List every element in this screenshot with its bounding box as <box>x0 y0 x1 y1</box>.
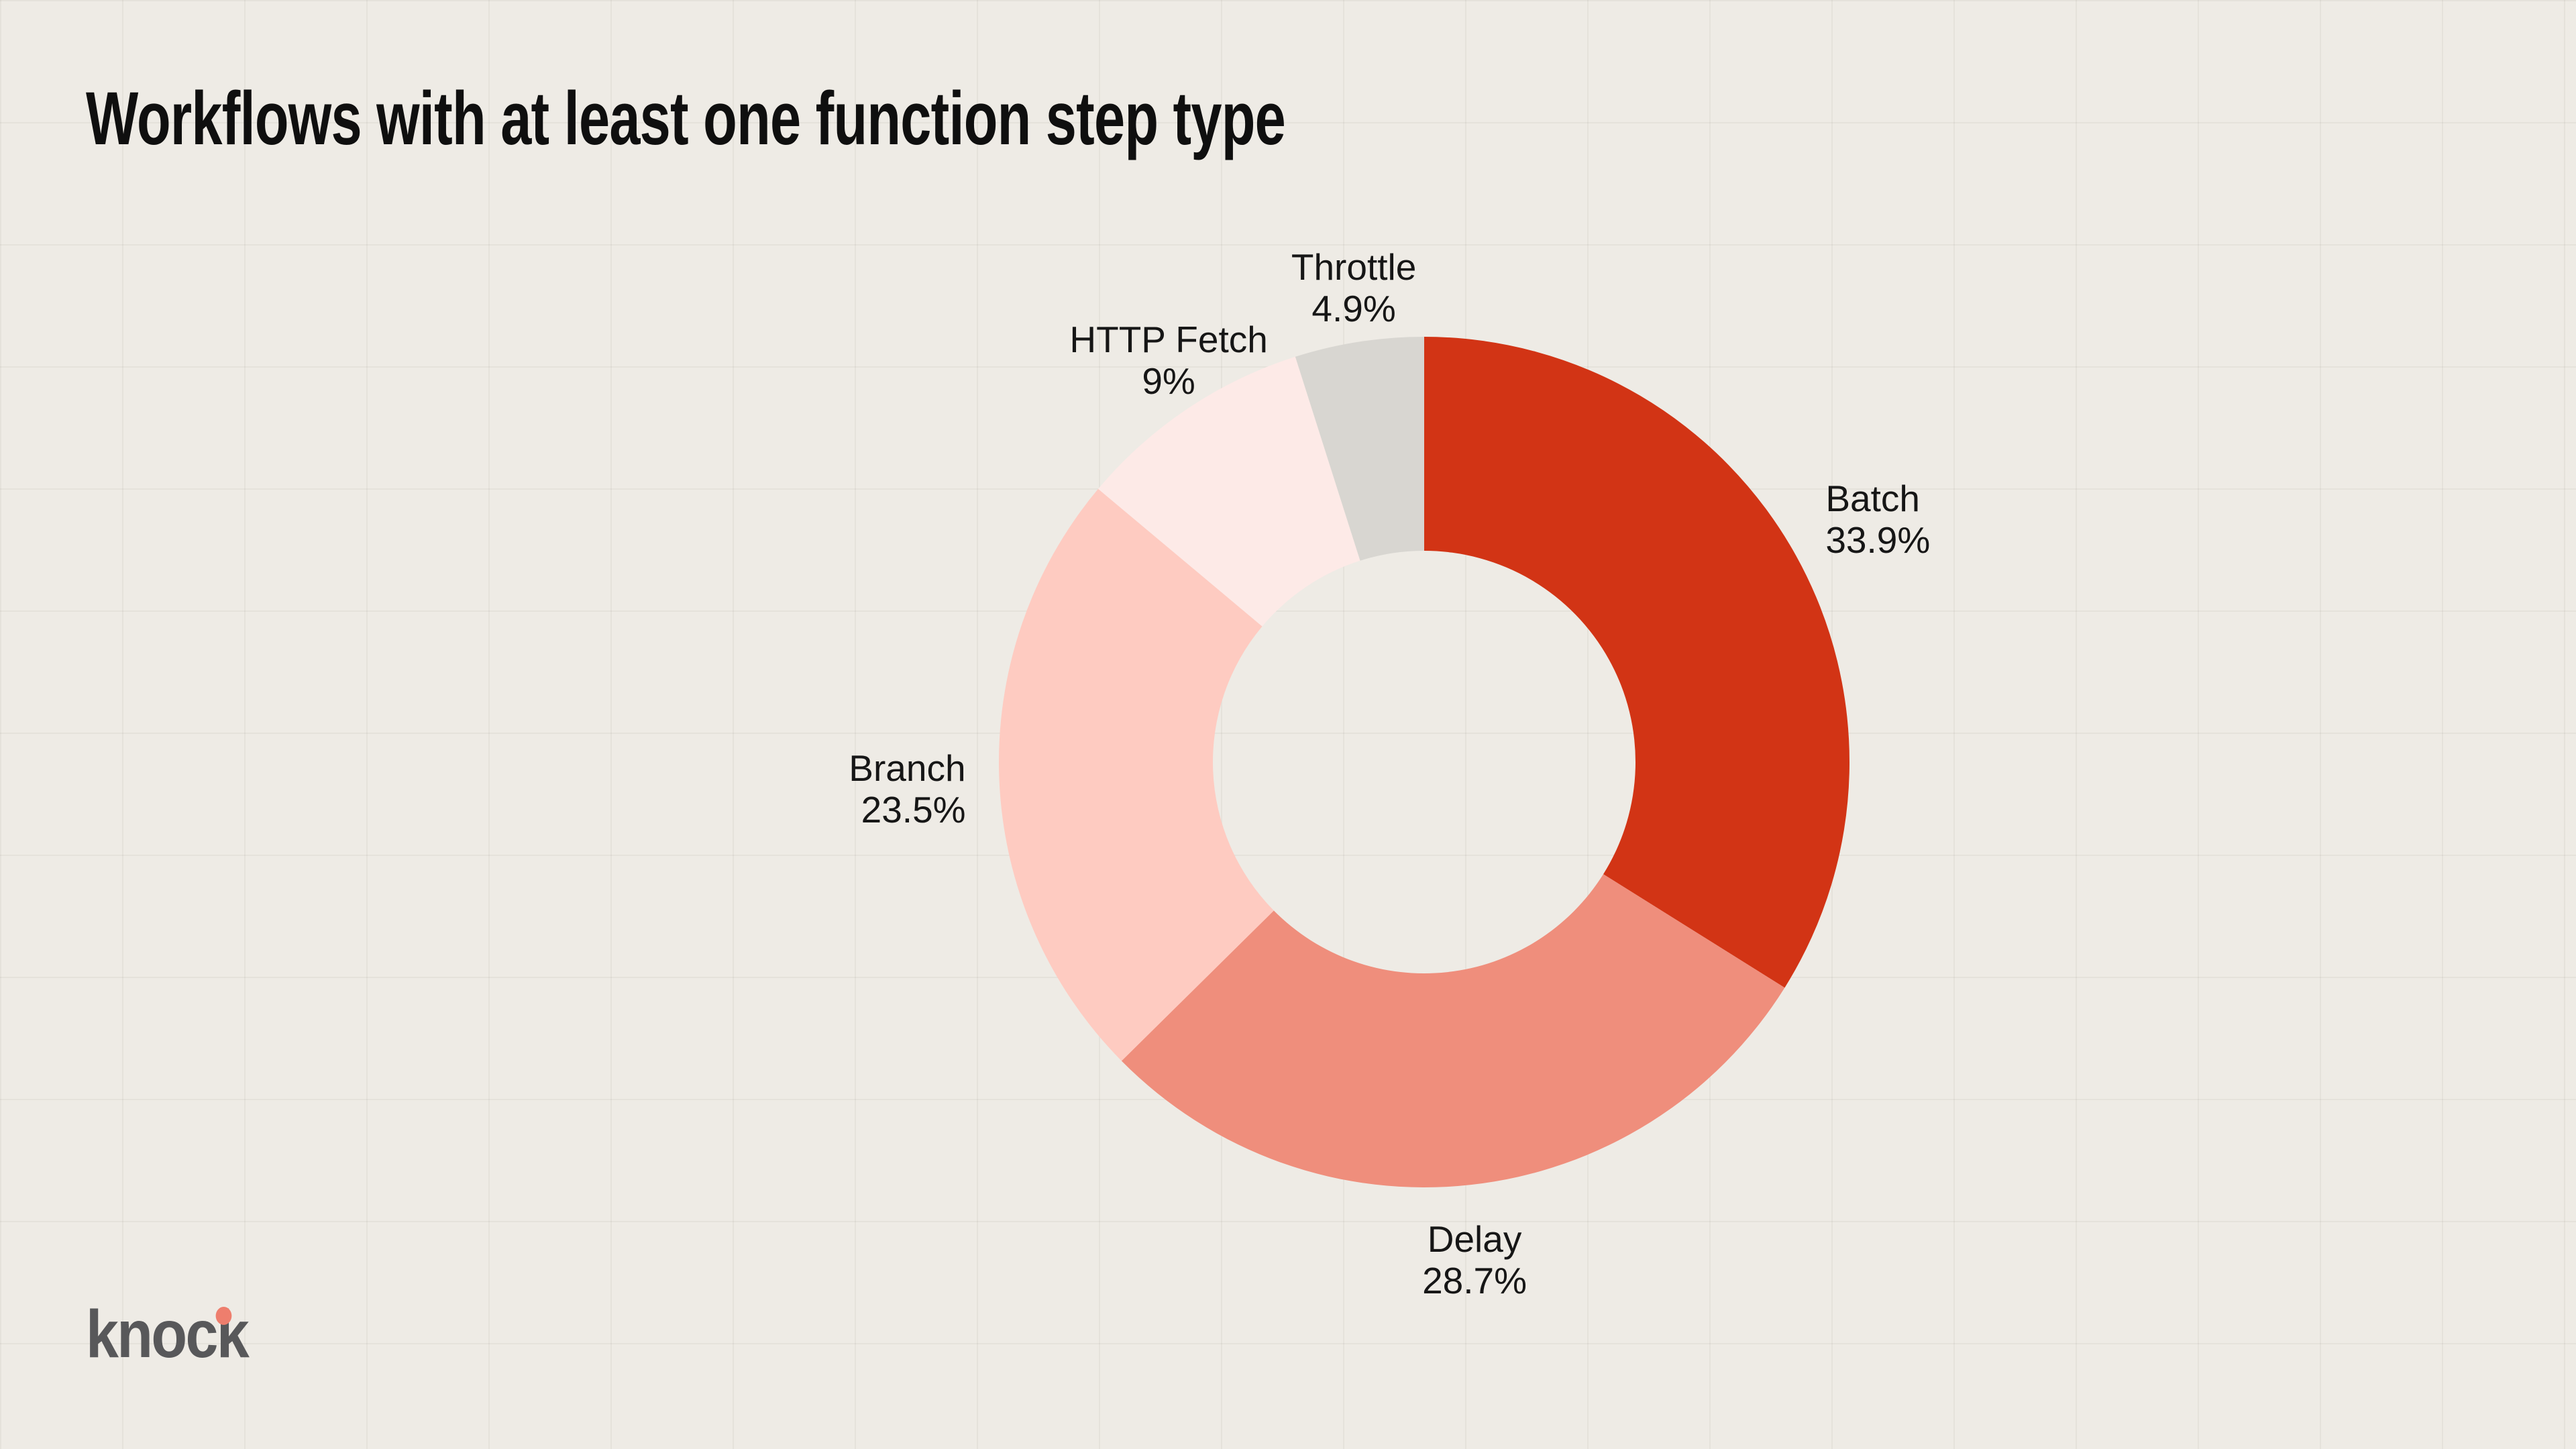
slice-name: HTTP Fetch <box>1069 318 1268 360</box>
donut-slice-http-fetch <box>1098 356 1360 627</box>
donut-slice-throttle <box>1295 337 1424 561</box>
slice-percentage: 4.9% <box>1311 288 1396 330</box>
slice-percentage: 33.9% <box>1825 519 1931 561</box>
donut-slice-batch <box>1424 337 1850 988</box>
slice-name: Throttle <box>1291 246 1417 288</box>
slice-percentage: 23.5% <box>861 788 966 830</box>
donut-slice-delay <box>1121 874 1785 1188</box>
knock-logo: knock <box>86 1296 250 1373</box>
donut-slice-branch <box>999 488 1274 1061</box>
slice-percentage: 28.7% <box>1422 1259 1527 1301</box>
slice-label-throttle: Throttle 4.9% <box>1291 246 1416 329</box>
slice-percentage: 9% <box>1142 360 1195 402</box>
slice-label-http-fetch: HTTP Fetch 9% <box>1069 319 1267 402</box>
slice-label-branch: Branch 23.5% <box>849 747 965 830</box>
slice-name: Branch <box>849 747 966 789</box>
logo-dot-icon <box>215 1307 232 1325</box>
slice-name: Batch <box>1825 477 1920 519</box>
slice-label-delay: Delay 28.7% <box>1422 1218 1527 1301</box>
slice-name: Delay <box>1427 1218 1522 1260</box>
slice-label-batch: Batch 33.9% <box>1825 478 1930 561</box>
chart-title: Workflows with at least one function ste… <box>86 76 1286 160</box>
